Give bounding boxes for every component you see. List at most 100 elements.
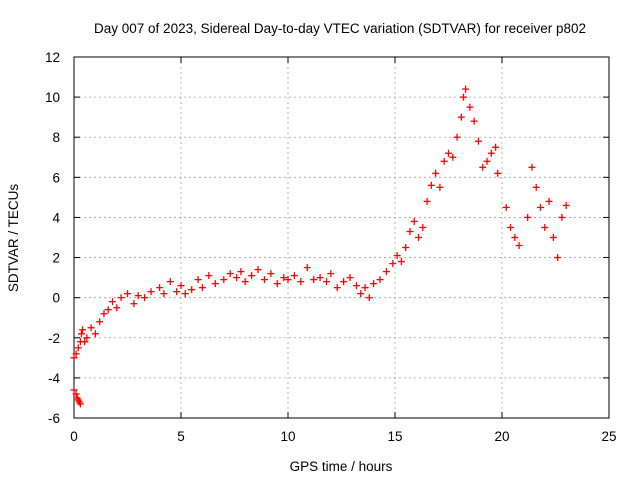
x-tick-label: 10 xyxy=(280,429,295,444)
data-point xyxy=(109,298,117,306)
data-point xyxy=(340,278,348,286)
data-point xyxy=(96,318,104,326)
data-point xyxy=(457,113,465,121)
data-point xyxy=(220,276,228,284)
data-point xyxy=(406,227,414,235)
data-point xyxy=(100,310,108,318)
data-point xyxy=(104,306,112,314)
data-point xyxy=(410,217,418,225)
data-point xyxy=(284,276,292,284)
data-point xyxy=(494,169,502,177)
data-point xyxy=(237,268,245,276)
data-point xyxy=(117,294,125,302)
data-point xyxy=(205,272,213,280)
data-point xyxy=(267,270,275,278)
data-point xyxy=(554,254,562,262)
data-point xyxy=(72,350,80,358)
y-axis-label: SDTVAR / TECUs xyxy=(6,184,21,293)
data-point xyxy=(233,274,241,282)
data-point xyxy=(160,290,168,298)
data-point xyxy=(147,288,155,296)
data-point xyxy=(156,284,164,292)
x-tick-label: 20 xyxy=(494,429,509,444)
data-point xyxy=(70,354,78,362)
y-tick-label: -4 xyxy=(48,371,60,386)
data-point xyxy=(440,157,448,165)
data-point xyxy=(211,280,219,288)
data-point xyxy=(72,390,80,398)
data-point xyxy=(415,234,423,241)
data-point xyxy=(453,133,461,141)
data-point xyxy=(474,137,482,145)
data-point xyxy=(479,163,487,171)
data-point xyxy=(254,266,262,274)
data-point xyxy=(297,278,305,286)
data-point xyxy=(483,157,491,165)
data-point xyxy=(524,213,532,221)
data-point xyxy=(70,386,78,394)
data-point xyxy=(194,276,202,284)
data-point xyxy=(487,149,495,157)
y-tick-label: 8 xyxy=(52,130,60,145)
data-point xyxy=(562,201,570,209)
data-point xyxy=(462,85,470,93)
data-point xyxy=(507,223,515,231)
data-point xyxy=(260,276,268,284)
data-point xyxy=(346,274,354,282)
y-tick-label: -6 xyxy=(48,411,60,426)
data-point xyxy=(370,280,378,288)
plot-frame xyxy=(73,56,610,419)
data-point xyxy=(76,400,84,408)
x-axis-label: GPS time / hours xyxy=(290,459,393,474)
data-point xyxy=(541,223,549,231)
y-tick-label: 12 xyxy=(45,50,60,65)
axes: 0 5 10 15 20 25 -6 -4 -2 0 2 4 6 8 10 12 xyxy=(45,50,617,444)
data-point xyxy=(124,290,131,298)
y-tick-label: -2 xyxy=(48,331,60,346)
data-point xyxy=(365,294,373,302)
data-point xyxy=(81,338,89,346)
data-point xyxy=(382,268,390,276)
data-point xyxy=(449,153,457,161)
data-point xyxy=(423,197,431,205)
y-tick-label: 6 xyxy=(52,170,60,185)
data-point xyxy=(226,270,234,278)
data-points xyxy=(70,85,570,408)
data-point xyxy=(492,143,500,151)
data-point xyxy=(188,286,196,294)
data-point xyxy=(77,330,85,338)
data-point xyxy=(323,278,331,286)
data-point xyxy=(248,272,256,280)
data-point xyxy=(327,270,335,278)
data-point xyxy=(316,274,324,282)
data-point xyxy=(402,244,410,252)
data-point xyxy=(198,284,206,292)
data-point xyxy=(537,203,545,211)
data-point xyxy=(290,272,298,280)
data-point xyxy=(87,324,95,332)
data-point xyxy=(74,344,82,352)
data-point xyxy=(134,292,142,300)
chart-title: Day 007 of 2023, Sidereal Day-to-day VTE… xyxy=(94,21,586,36)
data-point xyxy=(445,149,452,157)
data-point xyxy=(241,278,249,286)
data-point xyxy=(545,197,553,205)
data-point xyxy=(361,284,369,292)
data-point xyxy=(532,183,540,191)
data-point xyxy=(419,223,427,231)
x-tick-label: 5 xyxy=(177,429,185,444)
data-point xyxy=(173,288,181,296)
data-point xyxy=(303,264,311,272)
data-point xyxy=(528,163,536,171)
data-point xyxy=(79,326,87,334)
y-tick-label: 2 xyxy=(52,251,60,266)
data-point xyxy=(459,93,467,101)
data-point xyxy=(352,282,360,290)
data-point xyxy=(389,260,397,268)
data-point xyxy=(310,276,318,284)
data-point xyxy=(130,300,138,308)
data-point xyxy=(83,334,91,342)
data-point xyxy=(397,258,405,266)
data-point xyxy=(166,278,174,286)
